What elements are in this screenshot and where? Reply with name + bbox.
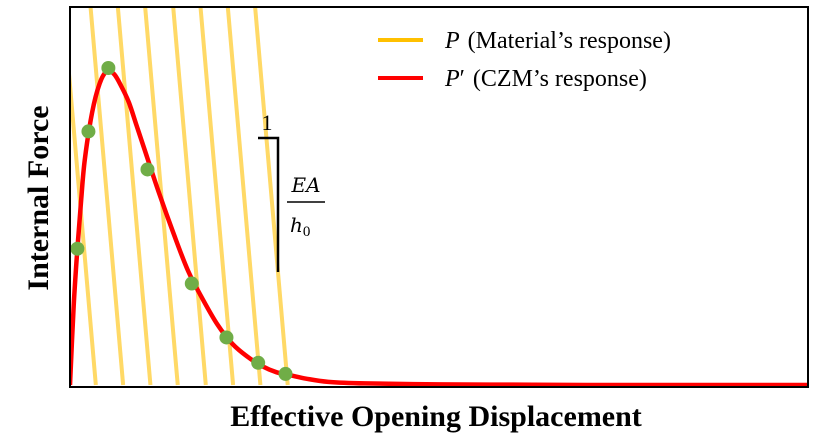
intersection-point (140, 162, 155, 177)
material-line (171, 7, 208, 386)
slope-triangle-marker (258, 136, 280, 272)
intersection-point (251, 355, 266, 370)
intersection-point (101, 61, 116, 75)
intersection-point (184, 276, 199, 291)
material-line (198, 7, 236, 386)
plot-frame (69, 6, 809, 388)
legend-label-czm: P′ (CZM’s response) (444, 66, 647, 92)
intersection-points (70, 61, 293, 381)
intersection-point (278, 366, 293, 381)
intersection-point (81, 124, 96, 139)
slope-run-label: 1 (262, 110, 273, 135)
material-line (253, 7, 290, 386)
czm-response-curve (70, 68, 808, 387)
slope-denominator: h0 (290, 213, 310, 240)
legend-symbol-czm-prime: ′ (460, 66, 465, 92)
legend-item-material: P (Material’s response) (378, 28, 671, 54)
slope-denominator-sub: 0 (303, 224, 311, 240)
legend-symbol-czm: P (444, 66, 460, 92)
legend-symbol-material: P (444, 28, 460, 54)
material-line (88, 7, 126, 386)
legend: P (Material’s response) P′ (CZM’s response… (378, 28, 671, 92)
y-axis-label: Internal Force (22, 105, 55, 290)
legend-text-material: (Material’s response) (468, 28, 671, 54)
intersection-point (219, 330, 234, 345)
material-line (225, 7, 263, 386)
slope-annotation: 1 EA h0 (258, 110, 325, 272)
legend-label-material: P (Material’s response) (444, 28, 671, 54)
slope-denominator-base: h (290, 213, 303, 237)
legend-item-czm: P′ (CZM’s response) (378, 66, 647, 92)
x-axis-label: Effective Opening Displacement (230, 400, 642, 433)
slope-numerator: EA (290, 173, 320, 197)
intersection-point (70, 241, 85, 256)
material-line (115, 7, 153, 386)
material-response-lines (70, 7, 290, 386)
legend-text-czm: (CZM’s response) (473, 66, 647, 92)
